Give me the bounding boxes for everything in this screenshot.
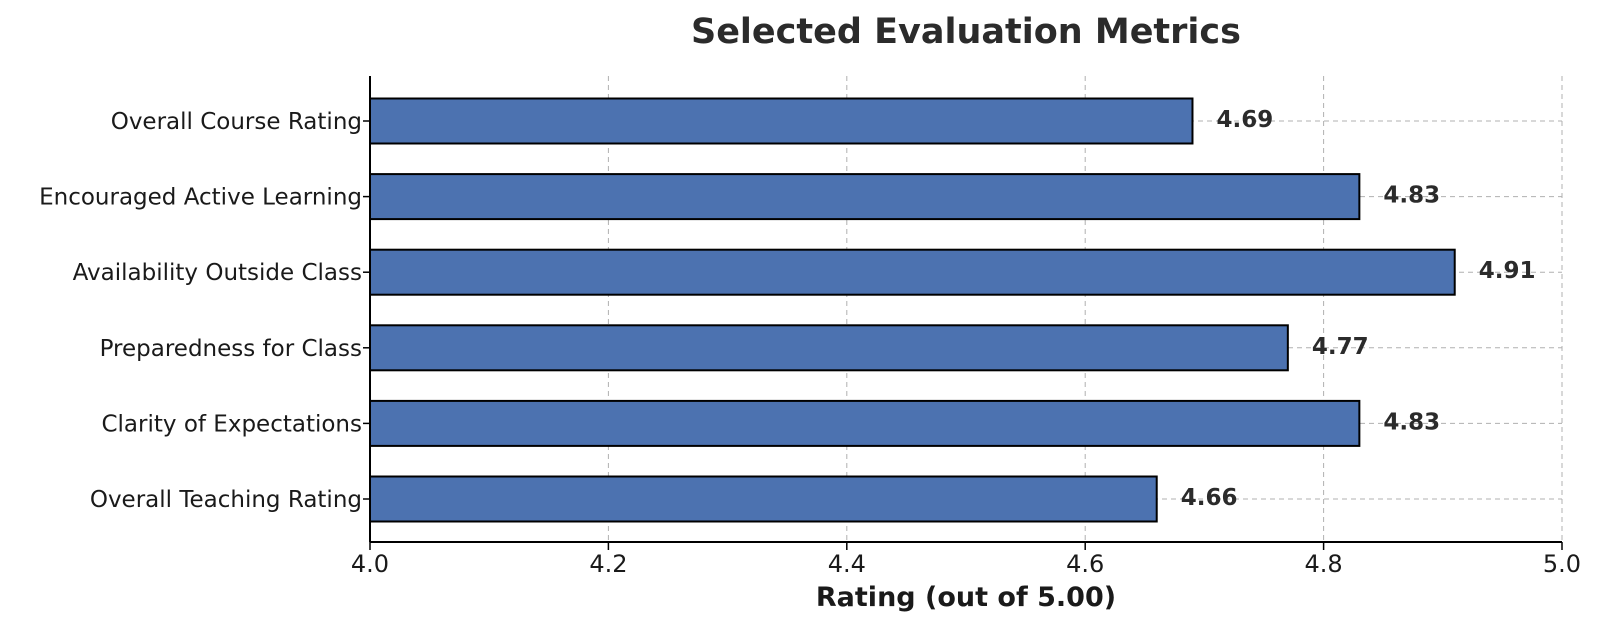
chart-title: Selected Evaluation Metrics <box>691 12 1241 52</box>
x-tick-label: 4.0 <box>351 550 389 578</box>
axes <box>369 76 1562 543</box>
category-label: Clarity of Expectations <box>101 411 362 437</box>
category-label: Encouraged Active Learning <box>39 185 362 211</box>
data-label: 4.69 <box>1216 107 1273 133</box>
data-labels: 4.69 4.83 4.91 4.77 4.83 4.66 <box>1181 107 1536 511</box>
data-label: 4.83 <box>1383 409 1440 435</box>
x-tick-label: 4.2 <box>589 550 627 578</box>
bar <box>369 97 1194 145</box>
data-label: 4.91 <box>1479 258 1536 284</box>
bar <box>369 399 1361 447</box>
data-label: 4.83 <box>1383 183 1440 209</box>
bar <box>369 248 1456 296</box>
x-tick-labels: 4.0 4.2 4.4 4.6 4.8 5.0 <box>351 542 1581 578</box>
bar <box>369 324 1289 372</box>
category-label: Availability Outside Class <box>73 260 362 286</box>
x-axis-label: Rating (out of 5.00) <box>816 582 1116 613</box>
x-tick-label: 4.4 <box>828 550 866 578</box>
data-label: 4.77 <box>1312 334 1369 360</box>
category-label: Overall Teaching Rating <box>90 487 362 513</box>
x-tick-label: 4.8 <box>1305 550 1343 578</box>
x-tick-label: 4.6 <box>1066 550 1104 578</box>
bar <box>369 173 1361 221</box>
bars <box>369 97 1456 523</box>
data-label: 4.66 <box>1181 485 1238 511</box>
grid-lines <box>370 76 1563 542</box>
category-labels: Overall Course Rating Encouraged Active L… <box>39 109 370 513</box>
category-label: Overall Course Rating <box>111 109 362 135</box>
x-tick-label: 5.0 <box>1543 550 1581 578</box>
category-label: Preparedness for Class <box>100 336 362 362</box>
bar <box>369 475 1158 523</box>
